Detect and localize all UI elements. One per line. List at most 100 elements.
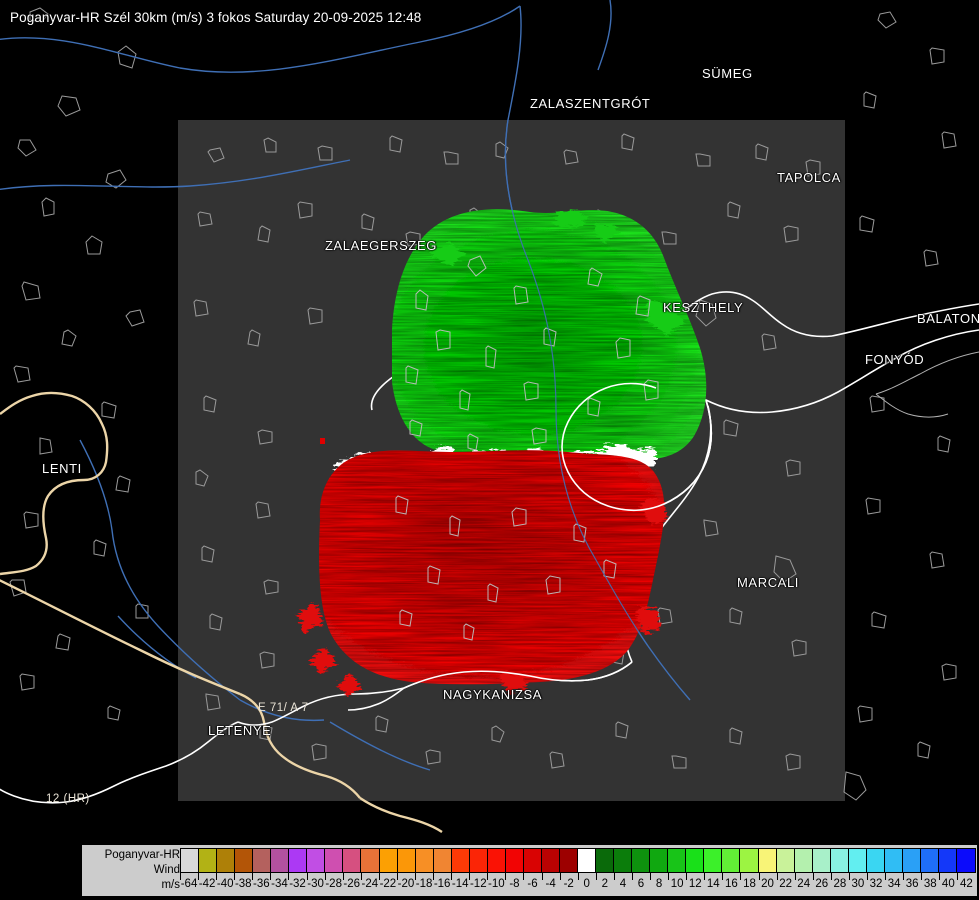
color-swatch [325, 849, 344, 872]
color-scale-ticks: -64 -42 -40 -38 -36 -34 -32 -30 -28 -26 -24 -22 -20-… [180, 873, 976, 896]
color-swatch [253, 849, 272, 872]
scale-tick: 12 [686, 873, 704, 896]
city-label: ZALAEGERSZEG [325, 238, 437, 253]
scale-tick: 26 [812, 873, 831, 896]
color-swatch [199, 849, 218, 872]
color-swatch [487, 849, 506, 872]
scale-tick: -36 [252, 873, 270, 896]
color-swatch [433, 849, 452, 872]
color-swatch [812, 849, 831, 872]
color-swatch [902, 849, 921, 872]
scale-tick: -34 [270, 873, 288, 896]
scale-tick: -32 [288, 873, 306, 896]
color-swatch [957, 849, 976, 872]
color-swatch [938, 849, 958, 872]
legend-site-label: Poganyvar-HR [104, 849, 180, 861]
color-swatch [559, 849, 579, 872]
color-swatch [704, 849, 723, 872]
color-swatches [180, 848, 976, 873]
scale-tick: -42 [198, 873, 216, 896]
city-label: KESZTHELY [663, 300, 744, 315]
scale-tick: 24 [794, 873, 813, 896]
scale-tick: 40 [939, 873, 957, 896]
scale-tick: -38 [234, 873, 252, 896]
scale-tick: 38 [921, 873, 939, 896]
color-swatch [884, 849, 903, 872]
color-swatch [920, 849, 939, 872]
road-label: E 71/ A 7 [258, 702, 309, 714]
color-swatch [541, 849, 560, 872]
city-label: ZALASZENTGRÓT [530, 96, 651, 111]
city-label: TAPOLCA [777, 170, 841, 185]
scale-tick: 2 [595, 873, 614, 896]
color-swatch [289, 849, 308, 872]
color-swatch [181, 849, 200, 872]
scale-tick: 20 [758, 873, 777, 896]
scale-tick: 18 [740, 873, 758, 896]
city-label: SÜMEG [702, 66, 753, 81]
city-label: NAGYKANIZSA [443, 687, 543, 702]
city-label: MARCALI [737, 575, 799, 590]
color-swatch [722, 849, 741, 872]
page-title: Poganyvar-HR Szél 30km (m/s) 3 fokos Sat… [10, 10, 422, 25]
color-swatch [361, 849, 380, 872]
color-swatch [343, 849, 362, 872]
scale-tick: -20 [396, 873, 415, 896]
color-swatch [614, 849, 633, 872]
scale-tick: 22 [776, 873, 795, 896]
color-swatch [217, 849, 236, 872]
color-swatch [794, 849, 813, 872]
scale-tick: 36 [903, 873, 921, 896]
color-swatch [686, 849, 705, 872]
map-canvas[interactable]: Poganyvar-HR Szél 30km (m/s) 3 fokos Sat… [0, 0, 979, 838]
color-swatch [397, 849, 416, 872]
scale-tick: 30 [848, 873, 867, 896]
scale-tick: 10 [668, 873, 686, 896]
legend-caption: Poganyvar-HR Wind m/s [88, 848, 180, 893]
city-label: LENTI [42, 461, 82, 476]
color-swatch [776, 849, 795, 872]
scale-tick: -28 [324, 873, 343, 896]
color-scale[interactable]: -64 -42 -40 -38 -36 -34 -32 -30 -28 -26 -24 -22 -20-… [180, 848, 976, 896]
color-swatch [668, 849, 687, 872]
scale-tick: -2 [559, 873, 578, 896]
scale-tick: -40 [216, 873, 234, 896]
color-swatch [505, 849, 524, 872]
legend-unit-label: m/s [161, 879, 180, 891]
scale-tick: -16 [433, 873, 451, 896]
scale-tick: 34 [885, 873, 903, 896]
color-swatch [578, 849, 597, 872]
city-label: LETENYE [208, 723, 272, 738]
scale-tick: -10 [487, 873, 505, 896]
scale-tick: -12 [469, 873, 487, 896]
scale-tick: -64 [180, 873, 198, 896]
legend-quantity-label: Wind [153, 864, 180, 876]
color-swatch [596, 849, 615, 872]
scale-tick: 28 [830, 873, 849, 896]
color-swatch [650, 849, 669, 872]
scale-tick: -18 [415, 873, 433, 896]
city-label: FONYÓD [865, 352, 925, 367]
scale-tick: -24 [360, 873, 379, 896]
scale-tick: -6 [523, 873, 541, 896]
scale-tick: 42 [957, 873, 975, 896]
color-swatch [415, 849, 434, 872]
scale-tick: 4 [613, 873, 632, 896]
road-label: 12 (HR) [46, 793, 90, 805]
color-swatch [866, 849, 885, 872]
color-swatch [307, 849, 326, 872]
scale-tick: 16 [722, 873, 740, 896]
color-swatch [271, 849, 290, 872]
color-scale-bar: Poganyvar-HR Wind m/s -64 -42 -40 -38 -36 -34… [0, 838, 979, 900]
legend-panel: Poganyvar-HR Wind m/s -64 -42 -40 -38 -36 -34… [80, 843, 979, 898]
scale-tick: 8 [650, 873, 668, 896]
scale-tick: 6 [631, 873, 650, 896]
color-swatch [451, 849, 470, 872]
scale-tick: -22 [378, 873, 397, 896]
color-swatch [632, 849, 651, 872]
scale-tick: 32 [866, 873, 885, 896]
scale-tick: -8 [505, 873, 523, 896]
color-swatch [523, 849, 542, 872]
scale-tick: -30 [306, 873, 325, 896]
